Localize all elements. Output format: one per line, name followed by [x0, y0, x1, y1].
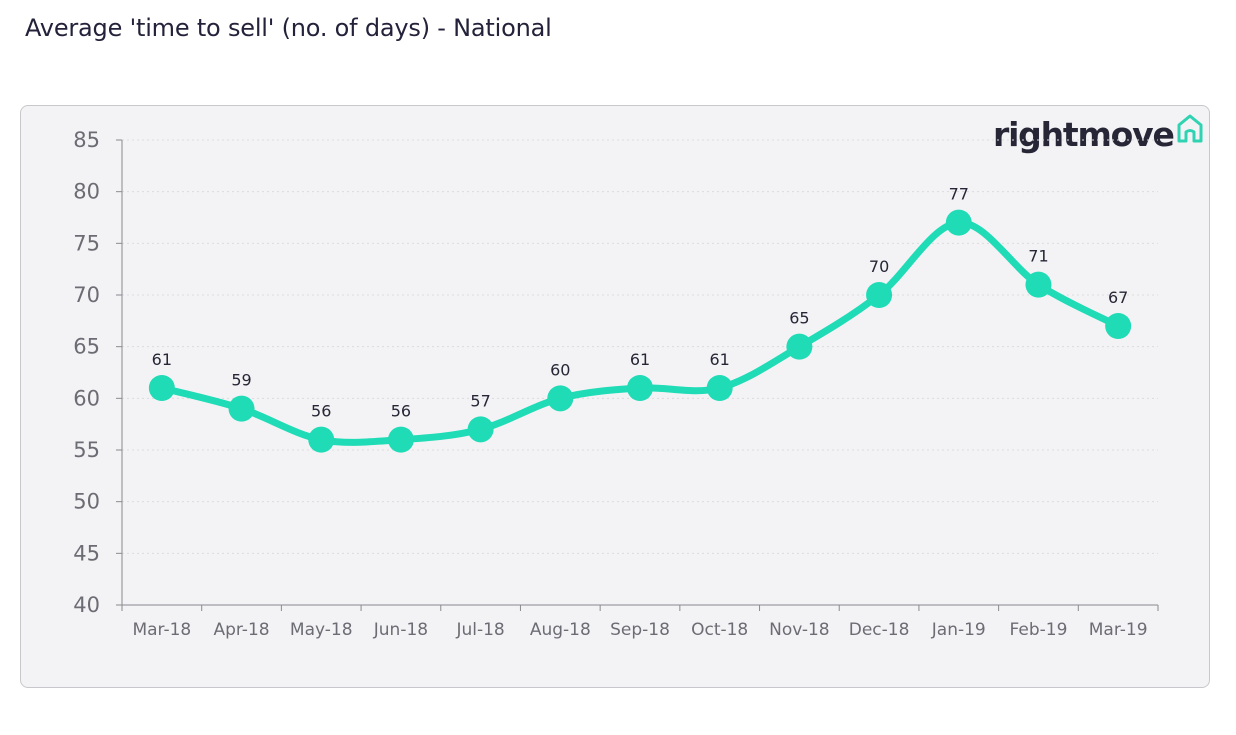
data-point-marker	[627, 375, 653, 401]
data-point-marker	[308, 426, 335, 453]
series-line	[158, 219, 1122, 446]
y-tick-label: 50	[73, 490, 100, 514]
chart-panel	[20, 105, 1210, 688]
data-point-marker	[945, 209, 972, 236]
data-point-marker	[866, 282, 893, 308]
y-tick-label: 40	[73, 593, 100, 617]
x-tick-label: Jan-19	[931, 620, 986, 640]
x-tick-label: Feb-19	[1010, 620, 1068, 640]
x-tick-label: Mar-19	[1089, 620, 1148, 640]
data-label: 61	[152, 350, 172, 369]
x-tick-label: Aug-18	[530, 620, 591, 640]
data-point-marker	[228, 395, 255, 422]
data-point-marker	[786, 333, 813, 360]
data-point-marker	[547, 385, 574, 412]
grid-lines	[122, 139, 1158, 554]
data-label: 61	[710, 350, 730, 369]
data-label: 60	[550, 360, 570, 379]
data-point-marker	[148, 375, 175, 401]
data-point-marker	[387, 426, 414, 453]
data-label: 77	[949, 185, 969, 204]
data-point-marker	[467, 416, 494, 443]
data-point-marker	[1025, 271, 1052, 298]
y-tick-label: 80	[73, 180, 100, 204]
data-label: 65	[789, 309, 809, 328]
x-tick-label: Apr-18	[213, 620, 269, 640]
data-label: 70	[869, 257, 889, 276]
y-tick-label: 75	[73, 231, 100, 255]
y-tick-label: 60	[73, 386, 100, 410]
house-outline-icon	[1177, 114, 1203, 143]
x-tick-label: Jul-18	[455, 620, 504, 640]
data-label: 56	[311, 402, 331, 421]
data-label: 56	[391, 402, 411, 421]
axes	[116, 139, 1159, 611]
data-label: 57	[470, 391, 490, 410]
data-point-markers	[148, 209, 1132, 453]
x-tick-label: Dec-18	[849, 620, 910, 640]
x-tick-label: Jun-18	[373, 620, 428, 640]
page-title: Average 'time to sell' (no. of days) - N…	[25, 14, 552, 42]
x-tick-label: Sep-18	[610, 620, 670, 640]
x-tick-label: Nov-18	[769, 620, 830, 640]
data-point-marker	[1105, 313, 1132, 339]
data-labels: 61 59 56 56 57 60 61 61 65 70 77 71 67	[152, 185, 1129, 421]
x-tick-label: May-18	[290, 620, 353, 640]
y-tick-label: 45	[73, 541, 100, 565]
y-tick-label: 70	[73, 283, 100, 307]
data-label: 61	[630, 350, 650, 369]
data-point-marker	[706, 375, 733, 401]
x-tick-label: Oct-18	[691, 620, 748, 640]
y-axis-tick-labels: 40 45 50 55 60 65 70 75 80 85	[73, 128, 100, 617]
y-tick-label: 65	[73, 335, 100, 359]
x-axis-tick-labels: Mar-18 Apr-18 May-18 Jun-18 Jul-18 Aug-18 Sep-…	[132, 620, 1147, 640]
data-label: 67	[1108, 288, 1128, 307]
brand-name: rightmove	[993, 115, 1175, 154]
data-label: 71	[1028, 247, 1048, 266]
y-tick-label: 55	[73, 438, 100, 462]
brand-logo: rightmove	[993, 111, 1204, 159]
y-tick-label: 85	[73, 128, 100, 152]
series-line-layer	[158, 219, 1122, 446]
x-tick-label: Mar-18	[132, 620, 191, 640]
data-label: 59	[231, 371, 251, 390]
